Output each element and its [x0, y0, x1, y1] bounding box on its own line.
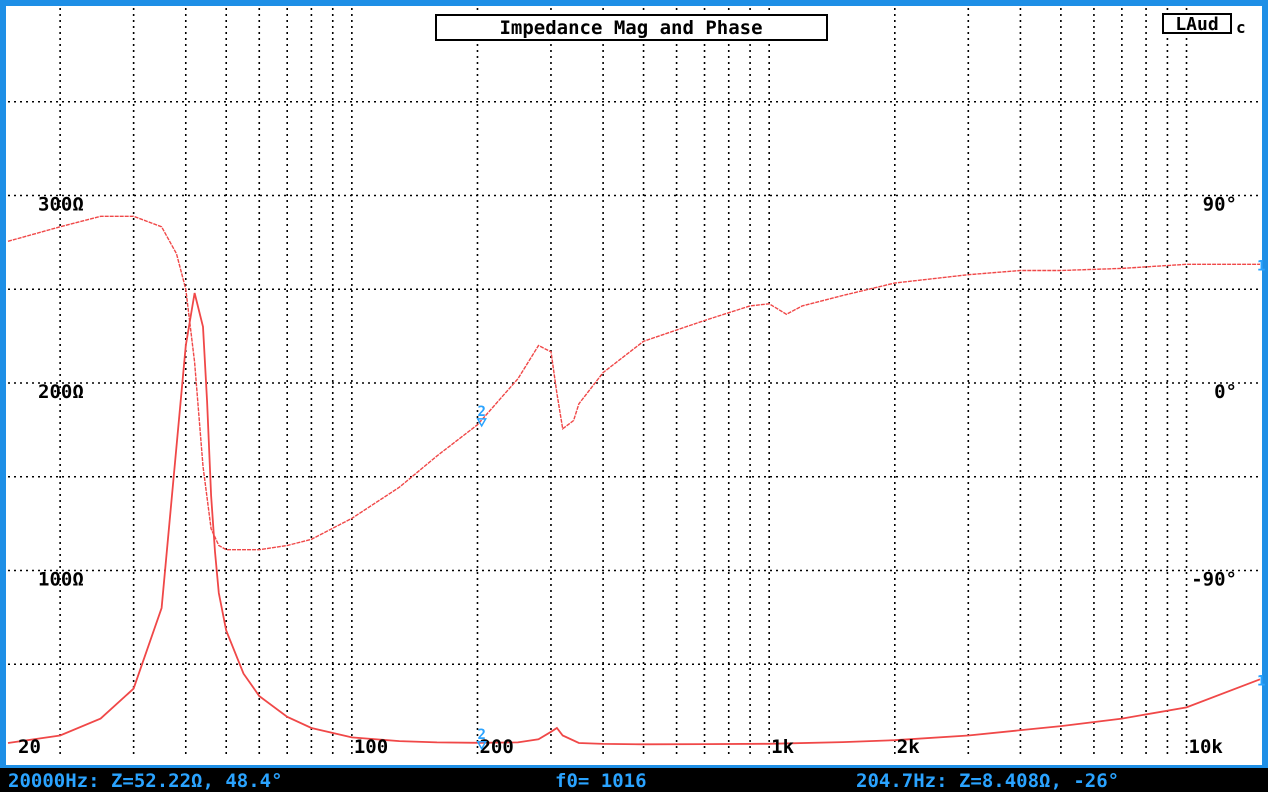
traces	[7, 215, 1261, 746]
logo-sub-text: c	[1236, 18, 1246, 37]
chart-title-box: Impedance Mag and Phase	[435, 14, 828, 41]
x-tick-label: 20	[18, 736, 41, 758]
magnitude-cursor-marker: 2	[477, 727, 485, 743]
status-bar: 20000Hz: Z=52.22Ω, 48.4° f0= 1016 204.7H…	[0, 768, 1268, 792]
x-tick-label: 10k	[1189, 736, 1224, 758]
magnitude-cursor-marker-arrow	[476, 741, 487, 751]
y-right-tick-label: -90°	[1191, 569, 1237, 591]
y-right-tick-label: 90°	[1203, 194, 1237, 216]
status-f0-readout: f0= 1016	[555, 770, 647, 792]
y-left-tick-label: 200Ω	[38, 381, 84, 403]
y-left-tick-label: 300Ω	[38, 194, 84, 216]
y-left-tick-label: 100Ω	[38, 569, 84, 591]
impedance-magnitude-line	[7, 292, 1261, 746]
logo-main-text: LAud	[1175, 14, 1218, 35]
impedance-phase-line	[7, 215, 1260, 551]
phase-cursor-marker: 2	[477, 404, 485, 420]
y-right-tick-label: 0°	[1214, 381, 1237, 403]
x-tick-label: 200	[479, 736, 513, 758]
status-right-readout: 204.7Hz: Z=8.408Ω, -26°	[856, 770, 1119, 792]
x-tick-label: 100	[354, 736, 388, 758]
phase-end-marker: 1	[1257, 258, 1265, 274]
laud-logo: LAud c	[1162, 13, 1246, 37]
phase-cursor-marker-arrow	[476, 418, 487, 428]
x-tick-label: 1k	[771, 736, 794, 758]
status-left-readout: 20000Hz: Z=52.22Ω, 48.4°	[8, 770, 283, 792]
grid	[8, 8, 1260, 758]
axis-labels: 100Ω 200Ω 300Ω 90° 0° -90° 20 100 200 1k 2k 10k	[18, 194, 1237, 759]
markers: 2 2 1 1	[476, 258, 1265, 751]
chart-title: Impedance Mag and Phase	[499, 17, 762, 39]
magnitude-end-marker: 1	[1257, 673, 1265, 689]
x-tick-label: 2k	[897, 736, 920, 758]
